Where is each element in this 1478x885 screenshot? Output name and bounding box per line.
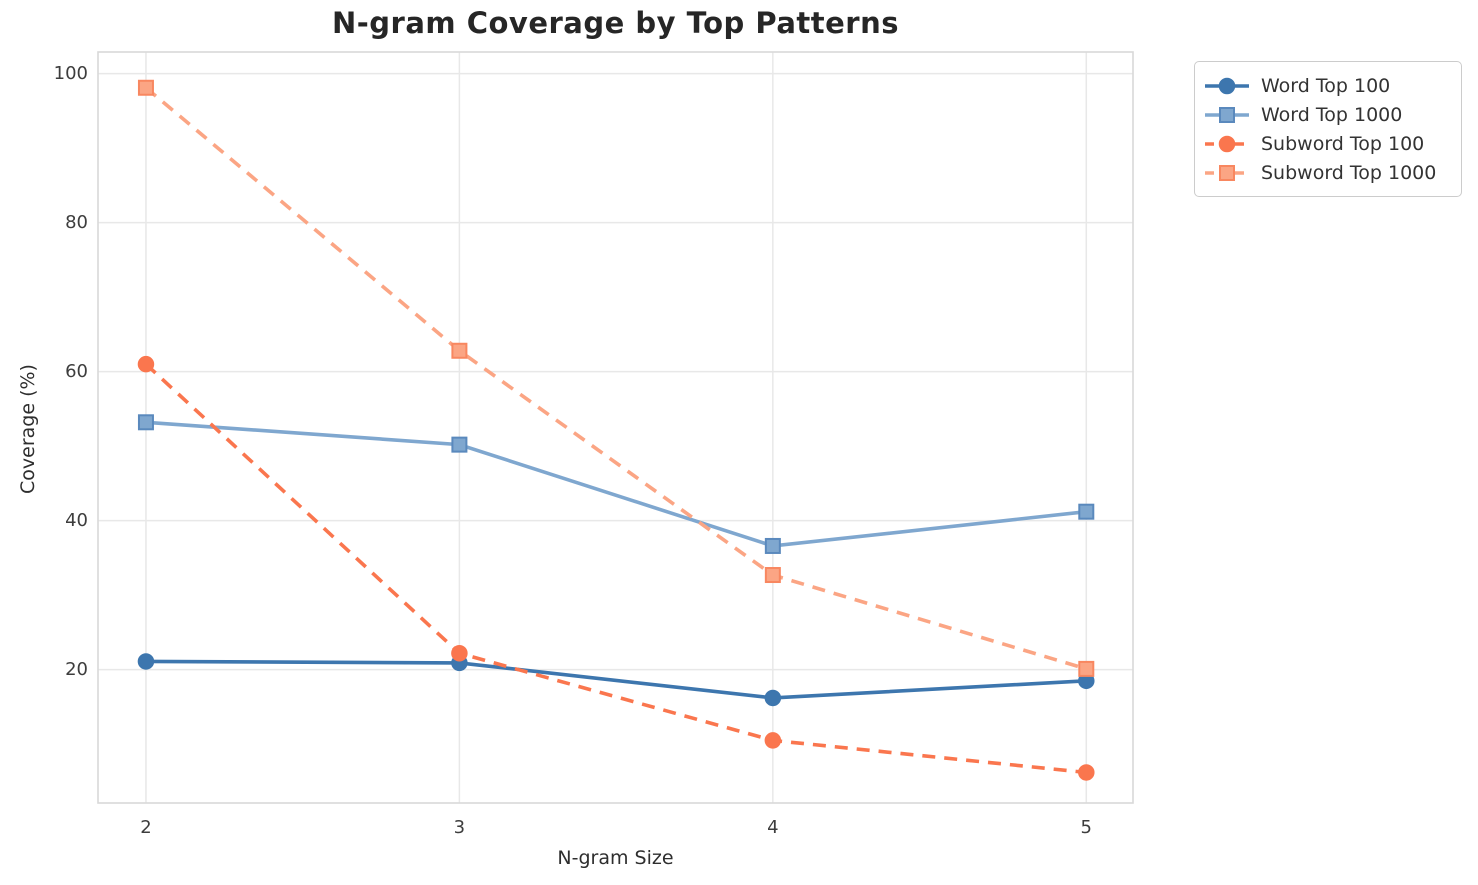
marker-subword-top-100-x2 bbox=[137, 355, 155, 373]
marker-subword-top-1000-x4 bbox=[764, 567, 781, 584]
legend-label-word-top-100: Word Top 100 bbox=[1261, 74, 1391, 97]
marker-word-top-1000-x4 bbox=[764, 537, 781, 554]
series-line-subword-top-1000 bbox=[144, 86, 1087, 671]
y-tick-label-20: 20 bbox=[65, 658, 88, 680]
marker-subword-top-1000-x5 bbox=[1078, 660, 1095, 677]
legend-swatch-word-top-100 bbox=[1205, 77, 1249, 94]
x-tick-label-3: 3 bbox=[453, 817, 466, 838]
marker-subword-top-1000-x3 bbox=[451, 342, 468, 359]
plot-border bbox=[97, 51, 1134, 804]
y-tick-label-80: 80 bbox=[65, 211, 88, 233]
marker-word-top-1000-x5 bbox=[1078, 503, 1095, 520]
marker-word-top-1000-x3 bbox=[451, 436, 468, 453]
x-tick-label-2: 2 bbox=[140, 817, 152, 838]
legend-label-subword-top-100: Subword Top 100 bbox=[1261, 132, 1425, 155]
x-axis-label: N-gram Size bbox=[557, 847, 674, 869]
legend-label-word-top-1000: Word Top 1000 bbox=[1261, 103, 1403, 126]
marker-subword-top-100-x3 bbox=[451, 644, 468, 662]
x-tick-label-5: 5 bbox=[1080, 817, 1092, 838]
series-line-word-top-100 bbox=[145, 659, 1087, 700]
marker-word-top-100-x4 bbox=[764, 689, 782, 707]
legend-label-subword-top-1000: Subword Top 1000 bbox=[1261, 161, 1437, 184]
legend: Word Top 100 Word Top 1000 Subword Top 100… bbox=[1194, 61, 1462, 197]
chart-title: N-gram Coverage by Top Patterns bbox=[331, 6, 900, 40]
series-line-word-top-1000 bbox=[145, 420, 1087, 548]
y-tick-label-100: 100 bbox=[53, 62, 88, 84]
marker-subword-top-100-x4 bbox=[764, 732, 782, 749]
y-tick-label-60: 60 bbox=[65, 360, 88, 382]
legend-swatch-subword-top-1000 bbox=[1205, 164, 1249, 181]
legend-item-subword-top-100: Subword Top 100 bbox=[1203, 129, 1449, 158]
x-tick-label-4: 4 bbox=[767, 817, 779, 838]
y-tick-label-40: 40 bbox=[65, 509, 88, 531]
series-line-subword-top-100 bbox=[144, 362, 1087, 775]
marker-subword-top-1000-x2 bbox=[137, 79, 154, 96]
legend-swatch-subword-top-100 bbox=[1205, 135, 1249, 152]
legend-swatch-word-top-1000 bbox=[1205, 106, 1249, 123]
y-axis-label: Coverage (%) bbox=[17, 364, 39, 494]
legend-item-word-top-100: Word Top 100 bbox=[1203, 71, 1449, 100]
marker-word-top-100-x2 bbox=[137, 653, 155, 670]
legend-item-subword-top-1000: Subword Top 1000 bbox=[1203, 158, 1449, 187]
marker-word-top-1000-x2 bbox=[137, 414, 154, 431]
legend-item-word-top-1000: Word Top 1000 bbox=[1203, 100, 1449, 129]
marker-subword-top-100-x5 bbox=[1078, 764, 1095, 781]
